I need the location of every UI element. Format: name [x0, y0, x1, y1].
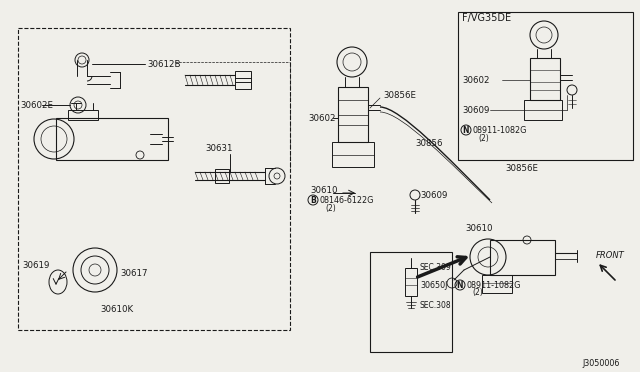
Bar — [215, 169, 229, 183]
Text: 30619: 30619 — [22, 262, 49, 270]
Text: 30631: 30631 — [205, 144, 232, 153]
Bar — [18, 28, 290, 330]
Text: F/VG35DE: F/VG35DE — [462, 13, 511, 23]
Text: 30856E: 30856E — [383, 90, 416, 99]
Text: 30856: 30856 — [415, 138, 442, 148]
Text: 30602E: 30602E — [20, 100, 53, 109]
Text: 30617: 30617 — [120, 269, 147, 279]
Text: 30610K: 30610K — [100, 305, 133, 314]
Text: (2): (2) — [478, 134, 489, 142]
Bar — [530, 58, 560, 100]
Text: 30609: 30609 — [420, 190, 447, 199]
Text: 30612B: 30612B — [147, 60, 180, 68]
Bar — [68, 110, 98, 120]
Text: 30602: 30602 — [308, 113, 335, 122]
Bar — [490, 240, 555, 275]
Text: 30609: 30609 — [462, 106, 490, 115]
Text: SEC.308: SEC.308 — [420, 301, 452, 310]
Text: 30602: 30602 — [462, 76, 490, 84]
Bar — [524, 100, 562, 120]
Text: 08911-1082G: 08911-1082G — [473, 125, 527, 135]
Text: (2): (2) — [472, 289, 483, 298]
Text: N: N — [457, 280, 463, 289]
Text: 08146-6122G: 08146-6122G — [320, 196, 374, 205]
Bar — [56, 118, 168, 160]
Bar — [235, 71, 251, 89]
Text: 30650J: 30650J — [420, 280, 447, 289]
Bar — [338, 87, 368, 142]
Text: 08911-1082G: 08911-1082G — [467, 280, 522, 289]
Text: J3050006: J3050006 — [582, 359, 620, 369]
Text: FRONT: FRONT — [596, 250, 625, 260]
Text: B: B — [310, 196, 316, 205]
Bar — [405, 268, 417, 296]
Text: 30610: 30610 — [465, 224, 493, 232]
Text: SEC.309: SEC.309 — [420, 263, 452, 273]
Text: N: N — [463, 125, 469, 135]
Text: 30610: 30610 — [310, 186, 337, 195]
Text: (2): (2) — [325, 203, 336, 212]
Text: 30856E: 30856E — [505, 164, 538, 173]
Bar — [458, 12, 633, 160]
Bar — [332, 142, 374, 167]
Bar — [370, 252, 452, 352]
Bar — [482, 275, 512, 293]
